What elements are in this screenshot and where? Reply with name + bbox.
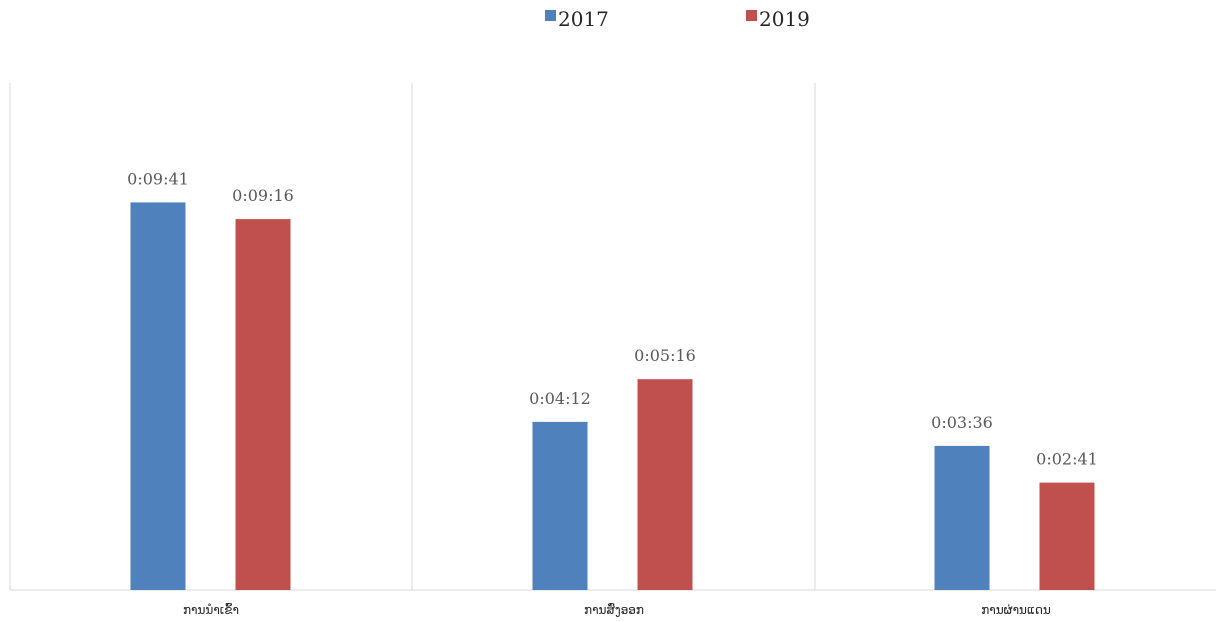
- bar-2019: [637, 379, 693, 590]
- legend: 2017 2019: [545, 7, 810, 31]
- legend-label-2019: 2019: [759, 7, 810, 31]
- bar-2019: [235, 219, 291, 590]
- x-tick-label: ການຜ່ານແດນ: [981, 603, 1051, 617]
- legend-swatch-2017: [545, 10, 556, 21]
- legend-label-2017: 2017: [558, 7, 609, 31]
- bar-2019: [1039, 482, 1095, 590]
- data-labels-group: 0:09:41 0:09:16 0:04:12 0:05:16 0:03:36 0:02:…: [127, 169, 1098, 468]
- data-label: 0:09:16: [232, 186, 294, 205]
- bar-2017: [130, 202, 186, 590]
- data-label: 0:09:41: [127, 169, 189, 188]
- bar-2017: [532, 421, 588, 590]
- bars-group: [130, 202, 1095, 590]
- legend-swatch-2019: [746, 10, 757, 21]
- bar-2017: [934, 445, 990, 590]
- x-tick-label: ການນຳເຂົ້າ: [183, 602, 239, 617]
- x-axis: ການນຳເຂົ້າ ການສົ່ງອອກ ການຜ່ານແດນ: [183, 602, 1051, 617]
- data-label: 0:05:16: [634, 346, 696, 365]
- data-label: 0:03:36: [931, 413, 993, 432]
- x-tick-label: ການສົ່ງອອກ: [584, 603, 644, 617]
- plot-area: 0:09:41 0:09:16 0:04:12 0:05:16 0:03:36 0:02:…: [9, 83, 1216, 591]
- data-label: 0:04:12: [529, 389, 591, 408]
- data-label: 0:02:41: [1036, 450, 1098, 469]
